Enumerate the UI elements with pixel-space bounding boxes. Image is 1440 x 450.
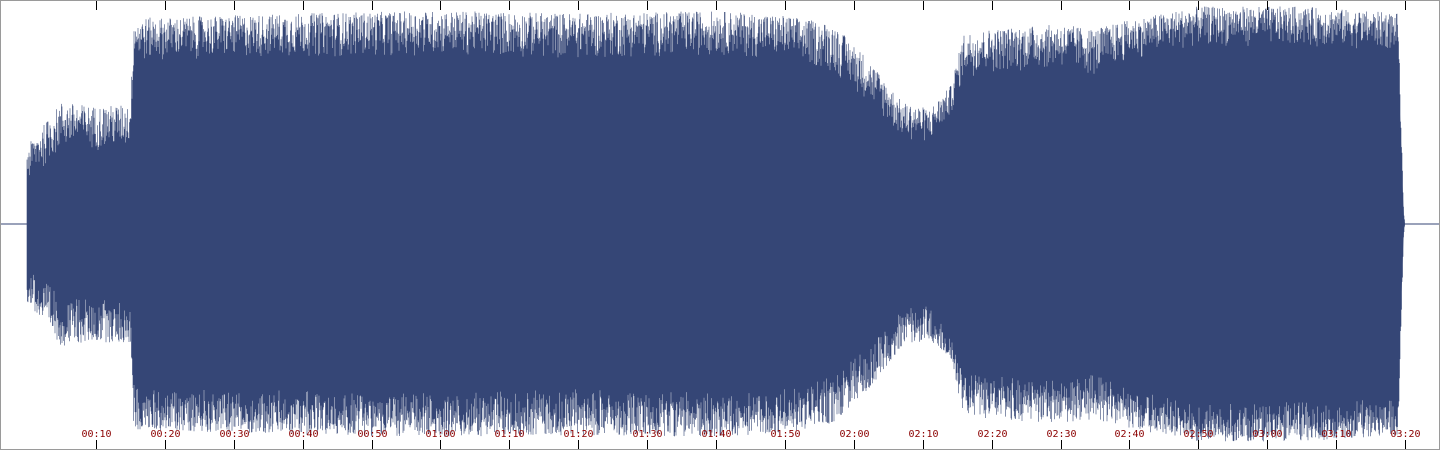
time-tick-label: 02:00 [839, 429, 869, 440]
time-axis: 00:10 00:20 00:30 00:40 00:50 01:00 01:10 01:20… [81, 1, 1421, 449]
time-tick-label: 02:10 [908, 429, 938, 440]
time-tick-label: 01:00 [425, 429, 455, 440]
time-tick-label: 00:20 [150, 429, 180, 440]
time-tick-label: 01:20 [563, 429, 593, 440]
time-tick-label: 01:10 [494, 429, 524, 440]
waveform-peaks [26, 6, 1405, 442]
time-tick-label: 02:50 [1183, 429, 1213, 440]
time-tick-label: 00:30 [219, 429, 249, 440]
time-tick-label: 00:10 [81, 429, 111, 440]
time-tick-label: 02:20 [977, 429, 1007, 440]
time-tick-label: 01:30 [632, 429, 662, 440]
time-tick-label: 00:50 [357, 429, 387, 440]
time-tick-label: 03:00 [1252, 429, 1282, 440]
time-tick-label: 02:30 [1046, 429, 1076, 440]
time-tick-label: 01:40 [701, 429, 731, 440]
time-tick-label: 00:40 [288, 429, 318, 440]
time-tick-label: 02:40 [1114, 429, 1144, 440]
time-tick-label: 03:10 [1321, 429, 1351, 440]
time-tick-label: 03:20 [1390, 429, 1420, 440]
waveform-shape [26, 6, 1405, 442]
time-tick-label: 01:50 [770, 429, 800, 440]
